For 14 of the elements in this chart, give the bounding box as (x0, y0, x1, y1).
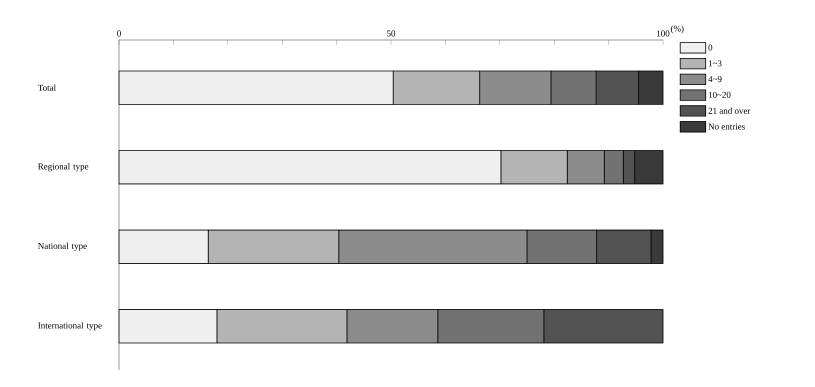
x-tick-label: 100 (657, 30, 670, 36)
y-tick-label: International type (38, 322, 102, 330)
x-tick-label: 0 (117, 30, 121, 36)
legend-label: No entries (708, 124, 745, 130)
legend-label: 4~9 (708, 76, 722, 82)
legend-label: 10~20 (708, 92, 731, 98)
x-tick-label: 50 (387, 30, 396, 36)
legend-label: 1~3 (708, 60, 722, 66)
legend-label: 0 (708, 44, 712, 51)
legend-label: 21 and over (708, 107, 750, 114)
y-tick-label: Regional type (38, 163, 88, 172)
y-tick-label: Total (38, 84, 56, 91)
x-axis-title: (%) (670, 25, 684, 34)
y-tick-label: National type (38, 242, 87, 251)
